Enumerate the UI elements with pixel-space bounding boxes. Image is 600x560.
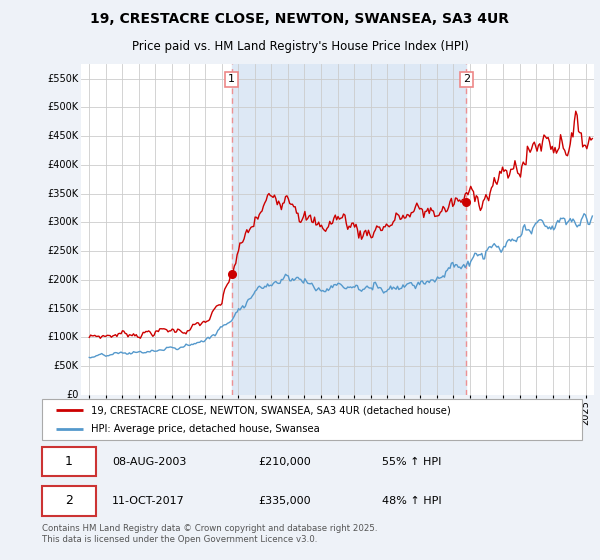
FancyBboxPatch shape — [42, 447, 96, 477]
Text: 1: 1 — [65, 455, 73, 468]
Text: £200K: £200K — [47, 275, 79, 285]
Text: £250K: £250K — [47, 246, 79, 256]
Text: 19, CRESTACRE CLOSE, NEWTON, SWANSEA, SA3 4UR: 19, CRESTACRE CLOSE, NEWTON, SWANSEA, SA… — [91, 12, 509, 26]
Text: 2: 2 — [463, 74, 470, 85]
Text: 19, CRESTACRE CLOSE, NEWTON, SWANSEA, SA3 4UR (detached house): 19, CRESTACRE CLOSE, NEWTON, SWANSEA, SA… — [91, 405, 451, 415]
Text: 55% ↑ HPI: 55% ↑ HPI — [382, 456, 442, 466]
Bar — [232, 64, 466, 395]
FancyBboxPatch shape — [42, 486, 96, 516]
Text: £450K: £450K — [47, 131, 79, 141]
Text: Contains HM Land Registry data © Crown copyright and database right 2025.
This d: Contains HM Land Registry data © Crown c… — [42, 524, 377, 544]
Text: £0: £0 — [66, 390, 79, 400]
Text: 1: 1 — [228, 74, 235, 85]
Text: £100K: £100K — [47, 332, 79, 342]
Text: HPI: Average price, detached house, Swansea: HPI: Average price, detached house, Swan… — [91, 424, 319, 433]
Text: £350K: £350K — [47, 189, 79, 199]
Text: 08-AUG-2003: 08-AUG-2003 — [112, 456, 187, 466]
Text: £50K: £50K — [53, 361, 79, 371]
Text: £300K: £300K — [47, 217, 79, 227]
Text: 11-OCT-2017: 11-OCT-2017 — [112, 496, 185, 506]
Text: £500K: £500K — [47, 102, 79, 113]
Text: Price paid vs. HM Land Registry's House Price Index (HPI): Price paid vs. HM Land Registry's House … — [131, 40, 469, 53]
Text: 48% ↑ HPI: 48% ↑ HPI — [382, 496, 442, 506]
Text: £550K: £550K — [47, 74, 79, 84]
FancyBboxPatch shape — [42, 399, 582, 440]
Text: 2: 2 — [65, 494, 73, 507]
Text: £335,000: £335,000 — [258, 496, 311, 506]
Text: £210,000: £210,000 — [258, 456, 311, 466]
Text: £400K: £400K — [47, 160, 79, 170]
Text: £150K: £150K — [47, 304, 79, 314]
